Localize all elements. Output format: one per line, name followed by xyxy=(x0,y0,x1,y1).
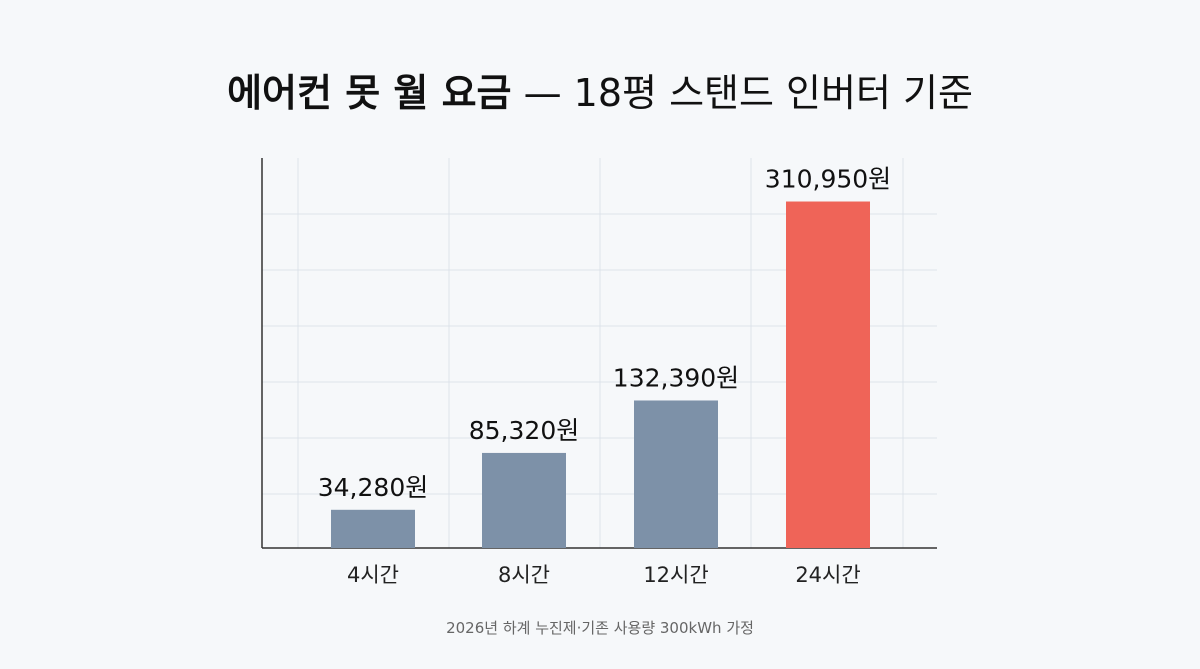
chart-footnote: 2026년 하계 누진제·기존 사용량 300kWh 가정 xyxy=(446,619,754,637)
x-tick-label: 4시간 xyxy=(347,563,399,587)
bar-4 xyxy=(786,201,870,548)
bar-3 xyxy=(634,400,718,548)
x-tick-label: 12시간 xyxy=(643,563,708,587)
chart-title: 에어컨 못 월 요금 — 18평 스탠드 인버터 기준 xyxy=(0,62,1200,117)
bar-value-label: 310,950원 xyxy=(765,165,891,194)
chart-title-sub: — 18평 스탠드 인버터 기준 xyxy=(511,71,973,115)
x-tick-label: 8시간 xyxy=(498,563,550,587)
bar-value-label: 85,320원 xyxy=(469,416,579,445)
chart-title-main: 에어컨 못 월 요금 xyxy=(227,71,512,115)
bar-value-label: 132,390원 xyxy=(613,363,739,392)
bar-2 xyxy=(482,452,566,548)
bar-value-label: 34,280원 xyxy=(318,473,428,502)
x-tick-label: 24시간 xyxy=(795,563,860,587)
bar-1 xyxy=(331,509,415,548)
